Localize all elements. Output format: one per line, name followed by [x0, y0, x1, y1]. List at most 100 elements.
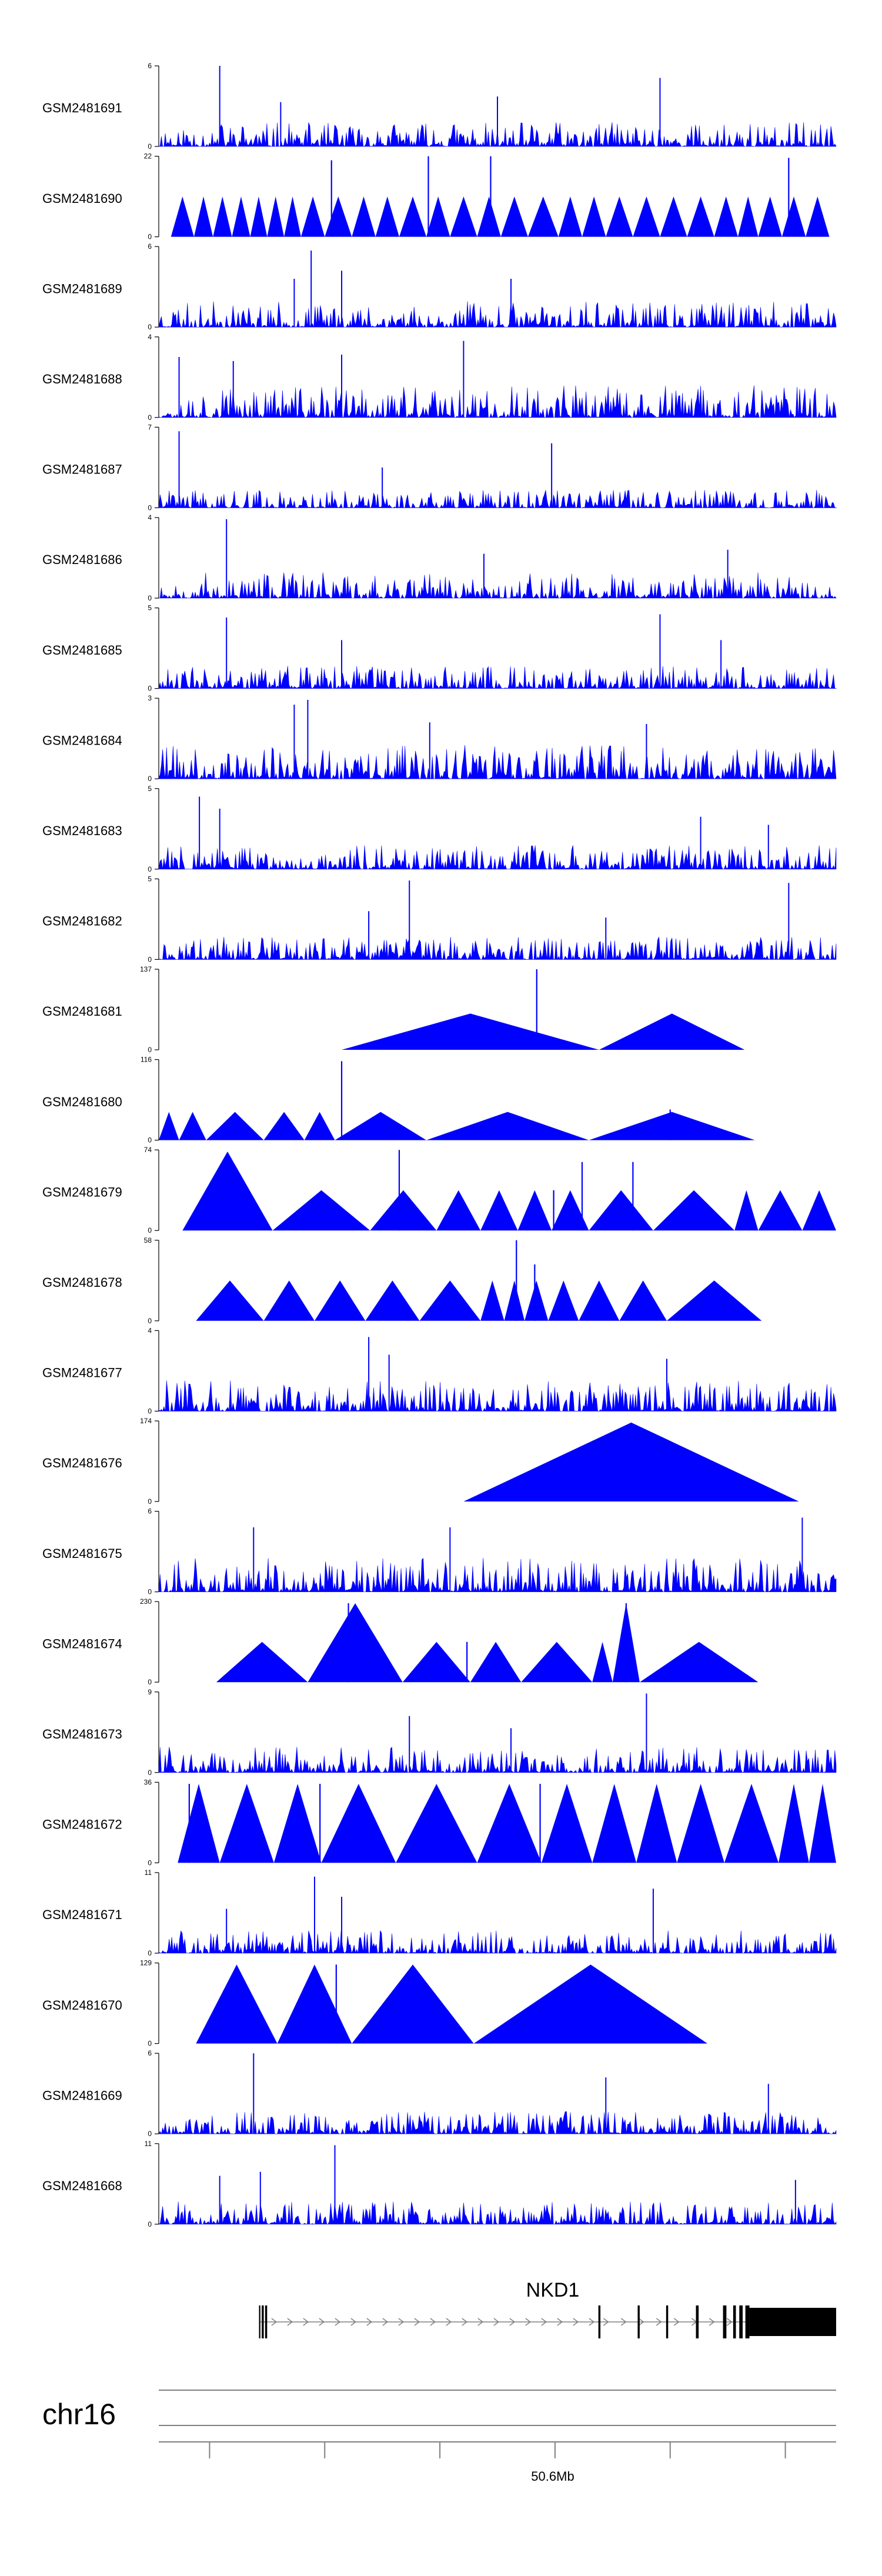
- data-track: GSM2481684 3 0: [42, 694, 837, 783]
- coverage-triangle: [480, 1190, 518, 1231]
- y-max-label: 6: [148, 62, 152, 70]
- y-max-label: 116: [141, 1056, 152, 1064]
- coverage-triangle: [758, 196, 782, 237]
- coverage-triangle: [521, 1641, 593, 1683]
- coverage-signal: [158, 1557, 837, 1593]
- coverage-triangle: [592, 1784, 637, 1863]
- y-max-label: 230: [140, 1597, 152, 1606]
- sample-label: GSM2481690: [42, 191, 122, 206]
- y-max-label: 11: [145, 1868, 152, 1877]
- data-track: GSM2481679 74 0: [42, 1146, 836, 1234]
- y-max-label: 174: [140, 1417, 152, 1425]
- data-track: GSM2481672 36 0: [42, 1778, 836, 1867]
- data-track: GSM2481668 11 0: [42, 2140, 837, 2228]
- sample-label: GSM2481683: [42, 823, 122, 838]
- y-max-label: 6: [148, 1507, 152, 1516]
- coverage-triangle: [352, 196, 376, 237]
- y-max-label: 4: [148, 1326, 152, 1334]
- coverage-triangle: [477, 196, 501, 237]
- coverage-triangle: [737, 196, 759, 237]
- coverage-triangle: [714, 196, 738, 237]
- exon-block: [598, 2305, 601, 2338]
- chromosome-label: chr16: [42, 2398, 116, 2431]
- coverage-triangle: [284, 196, 301, 237]
- data-track: GSM2481673 9 0: [42, 1688, 837, 1777]
- intron-arrow-icon: [366, 2318, 373, 2326]
- y-min-label: 0: [148, 1678, 152, 1686]
- intron-arrow-icon: [477, 2318, 484, 2326]
- coverage-triangle: [216, 1641, 308, 1683]
- coverage-triangle: [325, 196, 352, 237]
- data-track: GSM2481678 58 0: [42, 1236, 762, 1325]
- x-tick-label: 50.6Mb: [531, 2469, 574, 2484]
- coverage-signal: [158, 1747, 837, 1773]
- y-max-label: 137: [140, 965, 152, 973]
- coverage-triangle: [365, 1280, 420, 1321]
- data-track: GSM2481677 4 0: [42, 1326, 837, 1415]
- intron-arrow-icon: [493, 2318, 500, 2326]
- coverage-triangle: [308, 1603, 403, 1683]
- y-max-label: 5: [148, 785, 152, 793]
- sample-label: GSM2481679: [42, 1184, 122, 1199]
- coverage-triangle: [273, 1784, 322, 1863]
- intron-arrow-icon: [303, 2318, 309, 2326]
- coverage-triangle: [193, 196, 213, 237]
- coverage-triangle: [352, 1964, 474, 2044]
- y-max-label: 3: [148, 694, 152, 702]
- coverage-triangle: [263, 1112, 305, 1140]
- coverage-triangle: [734, 1190, 759, 1231]
- y-min-label: 0: [148, 1136, 152, 1144]
- data-track: GSM2481690 22 0: [42, 152, 830, 241]
- coverage-triangle: [232, 196, 250, 237]
- coverage-triangle: [808, 1784, 836, 1863]
- intron-arrow-icon: [525, 2318, 532, 2326]
- coverage-triangle: [477, 1784, 542, 1863]
- intron-arrow-icon: [589, 2318, 595, 2326]
- intron-arrow-icon: [603, 2318, 609, 2326]
- exon-block: [696, 2305, 699, 2338]
- coverage-triangle: [558, 196, 582, 237]
- coverage-triangle: [219, 1784, 274, 1863]
- coverage-triangle: [196, 1280, 264, 1321]
- coverage-triangle: [272, 1190, 370, 1231]
- utr-block: [749, 2308, 836, 2336]
- coverage-triangle: [653, 1190, 735, 1231]
- coverage-triangle: [606, 196, 633, 237]
- coverage-triangle: [178, 1784, 220, 1863]
- sample-label: GSM2481669: [42, 2088, 122, 2103]
- intron-arrow-icon: [509, 2318, 516, 2326]
- y-min-label: 0: [148, 1407, 152, 1415]
- intron-arrow-icon: [620, 2318, 627, 2326]
- exon-block: [739, 2305, 743, 2338]
- y-min-label: 0: [148, 2130, 152, 2138]
- sample-label: GSM2481672: [42, 1817, 122, 1832]
- coverage-signal: [158, 845, 837, 870]
- intron-arrow-icon: [462, 2318, 468, 2326]
- coverage-triangle: [633, 196, 660, 237]
- coverage-signal: [158, 301, 837, 328]
- y-max-label: 11: [145, 2140, 152, 2148]
- y-min-label: 0: [148, 2040, 152, 2048]
- coverage-triangle: [213, 196, 232, 237]
- coverage-triangle: [802, 1190, 836, 1231]
- y-min-label: 0: [148, 1226, 152, 1234]
- coverage-triangle: [436, 1190, 481, 1231]
- sample-label: GSM2481671: [42, 1907, 122, 1922]
- sample-label: GSM2481680: [42, 1095, 122, 1109]
- y-max-label: 5: [148, 604, 152, 612]
- y-max-label: 6: [148, 242, 152, 251]
- y-max-label: 9: [148, 1688, 152, 1696]
- coverage-triangle: [267, 196, 285, 237]
- coverage-triangle: [304, 1112, 335, 1140]
- coverage-triangle: [758, 1190, 803, 1231]
- y-min-label: 0: [148, 865, 152, 873]
- y-min-label: 0: [148, 503, 152, 512]
- exon-block: [733, 2305, 736, 2338]
- coverage-triangle: [527, 196, 559, 237]
- coverage-triangle: [599, 1013, 745, 1050]
- sample-label: GSM2481677: [42, 1366, 122, 1380]
- y-min-label: 0: [148, 685, 152, 693]
- coverage-triangle: [480, 1280, 505, 1321]
- data-track: GSM2481683 5 0: [42, 785, 837, 873]
- coverage-triangle: [426, 1112, 589, 1140]
